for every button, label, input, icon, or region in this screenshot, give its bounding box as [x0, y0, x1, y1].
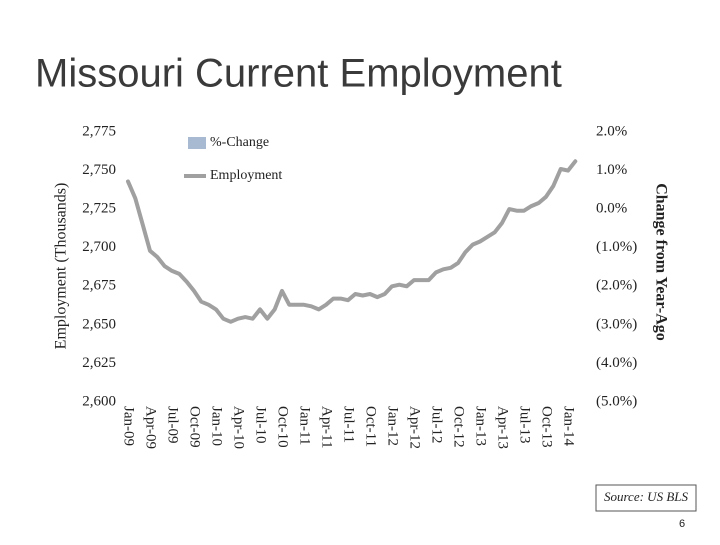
legend-label: %-Change [210, 135, 269, 150]
x-tick-label: Apr-10 [231, 406, 247, 449]
x-tick-label: Apr-13 [495, 406, 511, 449]
x-tick-label: Oct-11 [363, 406, 379, 447]
chart-title: Missouri Current Employment [35, 52, 562, 96]
y-tick-label: 2,650 [82, 316, 116, 332]
y2-axis-label: Change from Year-Ago [652, 183, 669, 341]
x-tick-label: Apr-12 [407, 406, 423, 449]
x-tick-label: Jul-12 [429, 406, 445, 444]
y-tick-label: 2,700 [82, 239, 116, 255]
y2-tick-label: 0.0% [596, 201, 627, 217]
line [126, 159, 578, 324]
y-axis-label: Employment (Thousands) [53, 183, 70, 350]
x-tick-label: Jul-09 [165, 406, 181, 444]
x-tick-label: Jul-10 [253, 406, 269, 444]
y-tick-label: 2,775 [82, 123, 116, 139]
x-tick-label: Oct-09 [187, 406, 203, 448]
source: Source: US BLS [604, 489, 689, 504]
y-tick-label: 2,750 [82, 162, 116, 178]
y2-tick-label: (5.0%) [596, 393, 637, 409]
x-tick-label: Jan-14 [561, 406, 577, 446]
y2-tick-label: (2.0%) [596, 278, 637, 294]
x-tick-label: Apr-09 [143, 406, 159, 449]
y2-tick-label: 2.0% [596, 123, 627, 139]
legend-swatch [188, 137, 206, 149]
legend-label: Employment [210, 168, 282, 183]
y-tick-label: 2,625 [82, 355, 116, 371]
y-tick-label: 2,600 [82, 393, 116, 409]
x-tick-label: Oct-10 [275, 406, 291, 448]
x-tick-label: Jan-11 [297, 406, 313, 445]
x-tick-label: Jan-12 [385, 406, 401, 446]
x-tick-label: Jul-11 [341, 406, 357, 443]
y-tick-label: 2,675 [82, 278, 116, 294]
x-tick-label: Jul-13 [517, 406, 533, 444]
x-tick-label: Apr-11 [319, 406, 335, 448]
x-tick-label: Oct-12 [451, 406, 467, 448]
x-tick-label: Jan-10 [209, 406, 225, 446]
legend: %-Change Employment [172, 128, 312, 190]
x-tick-label: Jan-13 [473, 406, 489, 446]
y-tick-label: 2,725 [82, 201, 116, 217]
y2-tick-label: (1.0%) [596, 239, 637, 255]
y2-tick-label: 1.0% [596, 162, 627, 178]
source-box [595, 484, 697, 512]
x-tick-label: Jan-09 [121, 406, 137, 446]
page-number: 6 [679, 518, 685, 530]
y2-tick-label: (3.0%) [596, 316, 637, 332]
y2-tick-label: (4.0%) [596, 355, 637, 371]
x-tick-label: Oct-13 [539, 406, 555, 448]
